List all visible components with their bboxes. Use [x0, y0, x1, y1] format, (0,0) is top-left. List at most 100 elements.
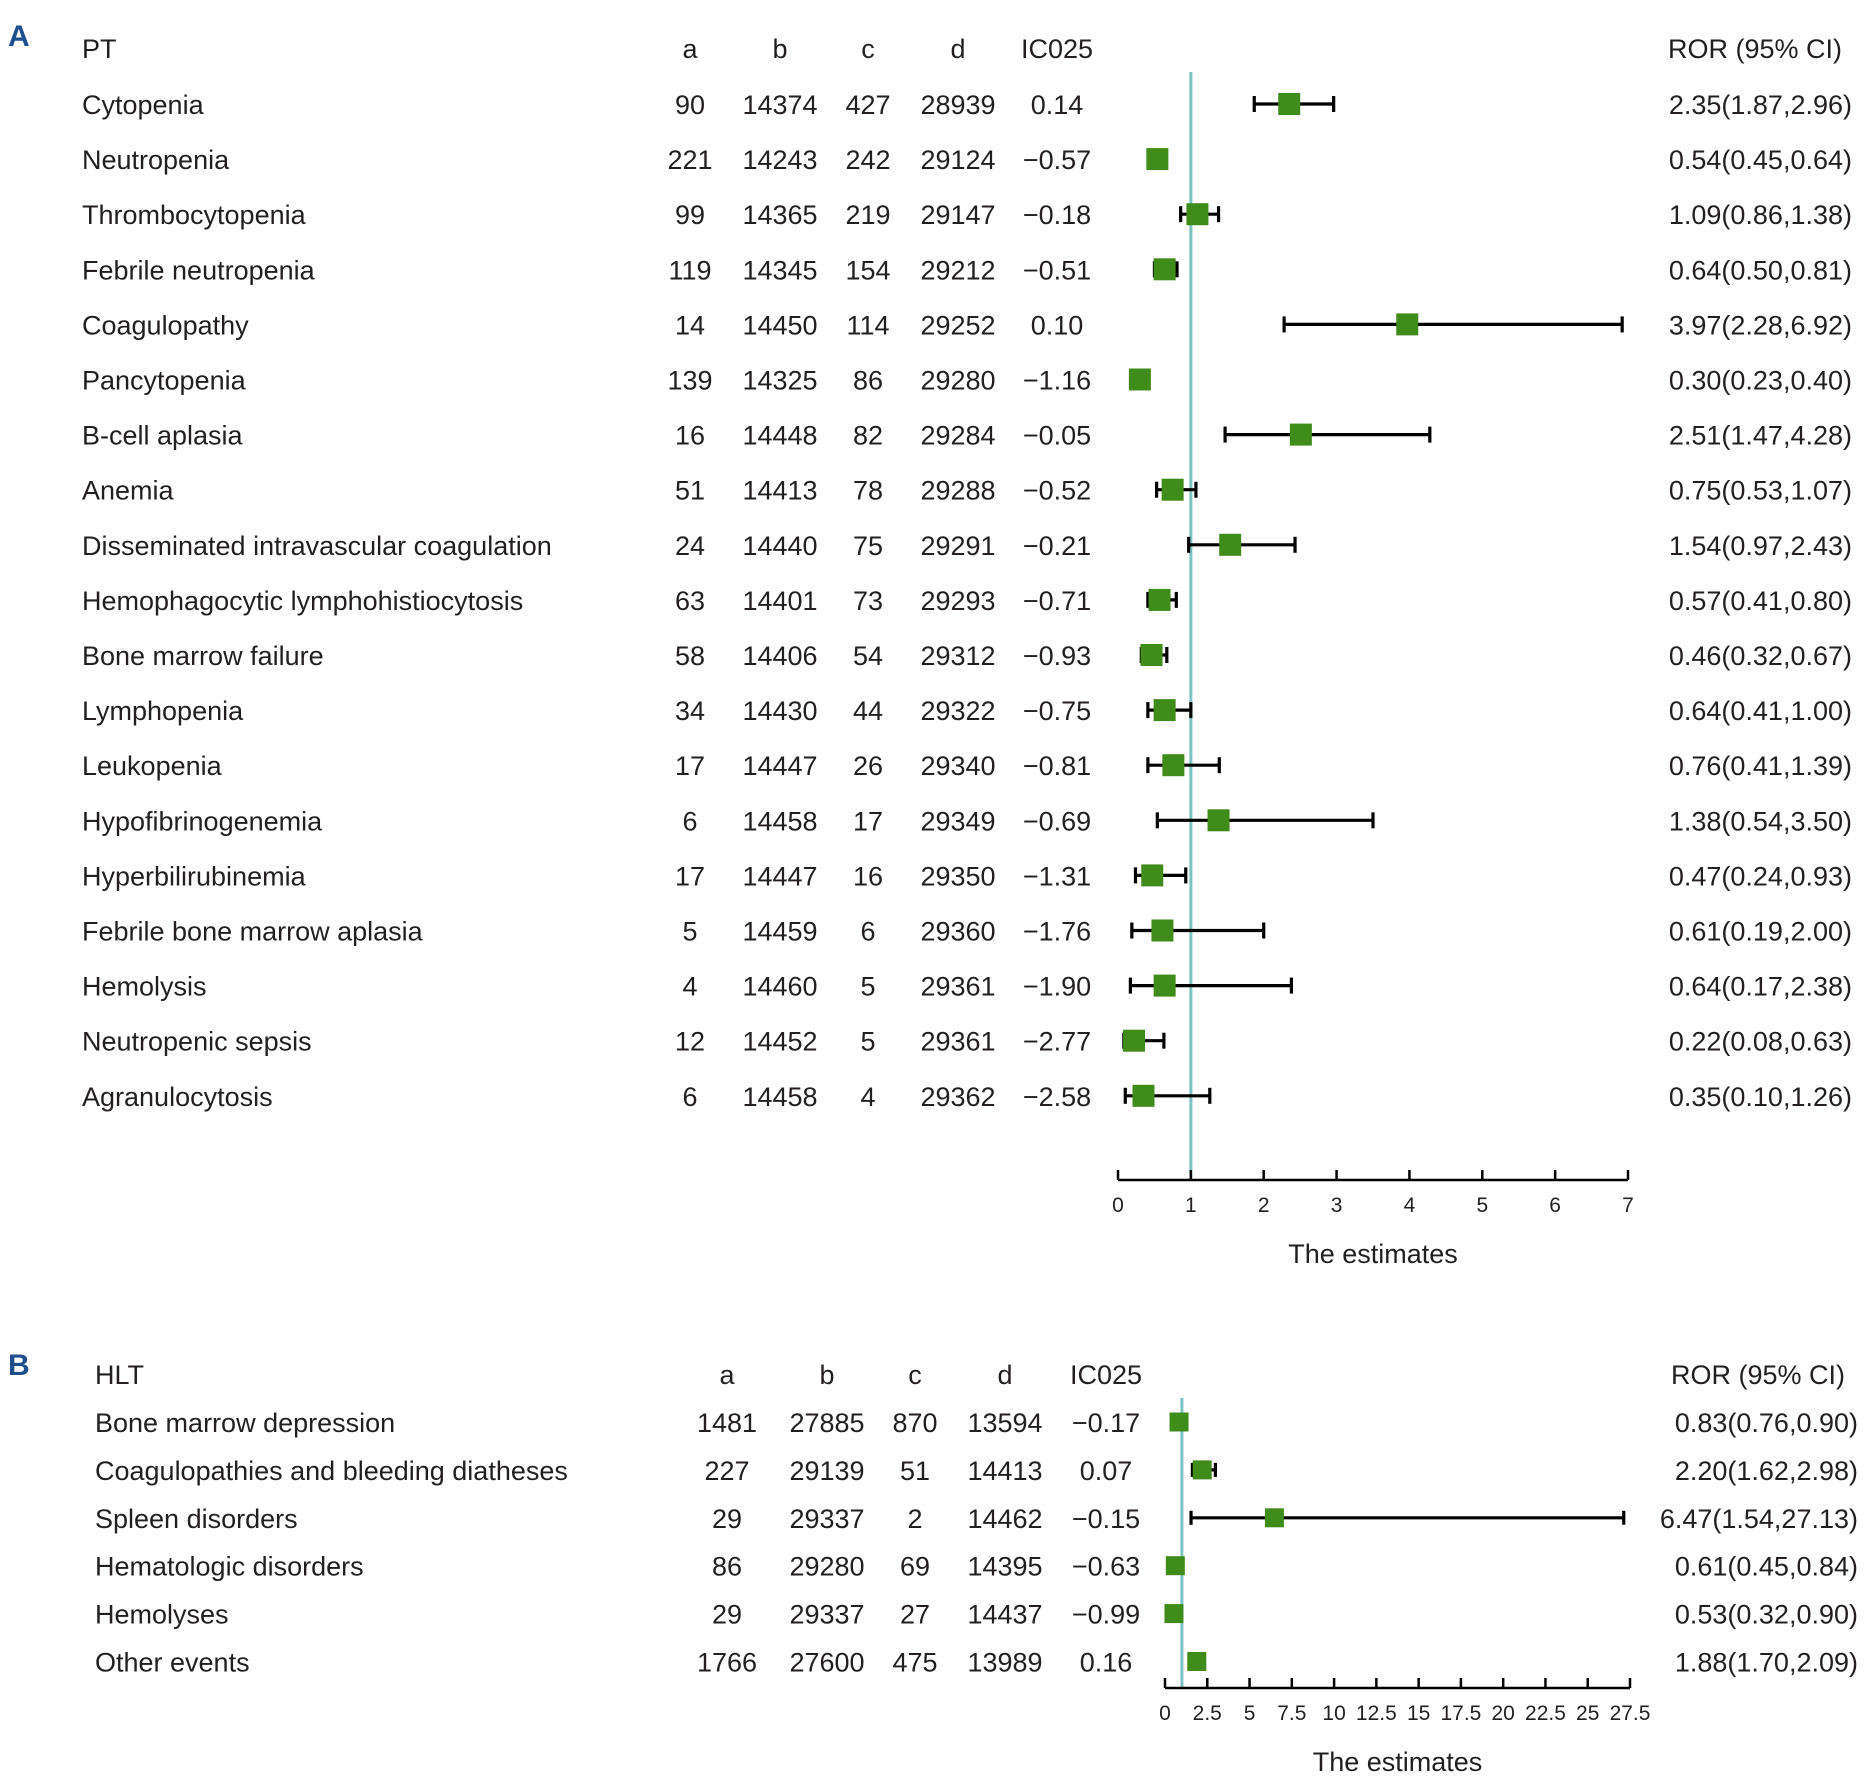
- ror-ci-label: 0.30(0.23,0.40): [1669, 366, 1852, 396]
- row-c-cell: 870: [892, 1408, 937, 1438]
- row-ic-cell: 0.07: [1080, 1456, 1133, 1486]
- x-tick-label: 0: [1112, 1194, 1124, 1217]
- point-estimate-marker: [1146, 148, 1169, 171]
- ror-ci-label: 1.88(1.70,2.09): [1675, 1648, 1858, 1678]
- point-estimate-marker: [1140, 644, 1163, 666]
- row-c-cell: 5: [860, 1027, 875, 1057]
- row-c-cell: 51: [900, 1456, 930, 1486]
- row-label-cell: Agranulocytosis: [82, 1082, 273, 1112]
- row-ic-cell: 0.10: [1031, 310, 1084, 340]
- row-d-cell: 28939: [920, 90, 995, 120]
- point-estimate-marker: [1153, 699, 1176, 722]
- row-b-cell: 29337: [789, 1600, 864, 1630]
- row-label-cell: Leukopenia: [82, 751, 223, 781]
- row-a-cell: 119: [668, 255, 711, 285]
- row-ic-cell: −0.75: [1023, 696, 1091, 726]
- point-estimate-marker: [1128, 368, 1151, 391]
- row-a-cell: 1766: [697, 1648, 757, 1678]
- ror-ci-label: 0.61(0.45,0.84): [1675, 1552, 1858, 1582]
- ror-ci-label: 0.64(0.50,0.81): [1669, 255, 1852, 285]
- row-a-cell: 227: [704, 1456, 749, 1486]
- row-ic-cell: −1.16: [1023, 366, 1091, 396]
- row-ic-cell: −1.76: [1023, 917, 1091, 947]
- x-tick-label: 3: [1331, 1194, 1343, 1217]
- row-b-cell: 14374: [742, 90, 817, 120]
- row-label-cell: Thrombocytopenia: [82, 200, 307, 230]
- row-d-cell: 29322: [920, 696, 995, 726]
- row-label-cell: B-cell aplasia: [82, 421, 244, 451]
- column-header-5: IC025: [1070, 1360, 1142, 1390]
- point-estimate-marker: [1153, 974, 1176, 997]
- row-label-cell: Hyperbilirubinemia: [82, 861, 307, 891]
- row-b-cell: 14447: [742, 751, 817, 781]
- row-a-cell: 29: [712, 1600, 742, 1630]
- row-b-cell: 27885: [789, 1408, 864, 1438]
- row-c-cell: 4: [860, 1082, 875, 1112]
- column-header-3: c: [908, 1360, 922, 1390]
- row-a-cell: 17: [675, 861, 705, 891]
- point-estimate-marker: [1192, 1460, 1212, 1480]
- point-estimate-marker: [1396, 313, 1419, 336]
- ror-ci-label: 0.76(0.41,1.39): [1669, 751, 1852, 781]
- row-label-cell: Cytopenia: [82, 90, 205, 120]
- row-a-cell: 4: [682, 972, 697, 1002]
- point-estimate-marker: [1187, 1652, 1207, 1671]
- row-c-cell: 69: [900, 1552, 930, 1582]
- ror-ci-label: 3.97(2.28,6.92): [1669, 310, 1852, 340]
- x-tick-label: 7.5: [1277, 1702, 1306, 1725]
- row-label-cell: Hypofibrinogenemia: [82, 806, 323, 836]
- x-tick-label: 25: [1576, 1702, 1599, 1725]
- ror-ci-label: 0.53(0.32,0.90): [1675, 1600, 1858, 1630]
- row-label-cell: Pancytopenia: [82, 366, 247, 396]
- row-b-cell: 14460: [742, 972, 817, 1002]
- row-label-cell: Bone marrow depression: [95, 1408, 395, 1438]
- row-c-cell: 154: [845, 255, 890, 285]
- row-d-cell: 29212: [920, 255, 995, 285]
- row-b-cell: 29280: [789, 1552, 864, 1582]
- row-c-cell: 16: [853, 861, 883, 891]
- row-c-cell: 54: [853, 641, 883, 671]
- column-header-2: b: [772, 34, 787, 64]
- row-b-cell: 14450: [742, 310, 817, 340]
- row-b-cell: 14406: [742, 641, 817, 671]
- row-d-cell: 29124: [920, 145, 995, 175]
- x-tick-label: 2: [1258, 1194, 1270, 1217]
- column-header-1: a: [682, 34, 698, 64]
- ror-ci-label: 0.54(0.45,0.64): [1669, 145, 1852, 175]
- row-ic-cell: −0.57: [1023, 145, 1091, 175]
- row-a-cell: 17: [675, 751, 705, 781]
- ror-ci-label: 6.47(1.54,27.13): [1660, 1504, 1858, 1534]
- ror-ci-label: 0.57(0.41,0.80): [1669, 586, 1852, 616]
- row-ic-cell: −0.15: [1072, 1504, 1140, 1534]
- row-b-cell: 29139: [789, 1456, 864, 1486]
- row-a-cell: 221: [667, 145, 712, 175]
- x-tick-label: 7: [1622, 1194, 1634, 1217]
- column-header-0: HLT: [95, 1360, 144, 1390]
- row-c-cell: 2: [907, 1504, 922, 1534]
- row-d-cell: 29361: [920, 972, 995, 1002]
- point-estimate-marker: [1278, 93, 1301, 115]
- row-ic-cell: 0.14: [1031, 90, 1084, 120]
- row-ic-cell: −0.52: [1023, 476, 1091, 506]
- x-tick-label: 5: [1244, 1702, 1256, 1725]
- row-d-cell: 14462: [967, 1504, 1042, 1534]
- row-a-cell: 51: [675, 476, 705, 506]
- row-d-cell: 29280: [920, 366, 995, 396]
- row-c-cell: 114: [846, 310, 889, 340]
- row-ic-cell: −0.93: [1023, 641, 1091, 671]
- row-a-cell: 99: [675, 200, 705, 230]
- ror-ci-label: 0.83(0.76,0.90): [1675, 1408, 1858, 1438]
- row-b-cell: 14430: [742, 696, 817, 726]
- ror-ci-label: 0.46(0.32,0.67): [1669, 641, 1852, 671]
- row-b-cell: 14458: [742, 806, 817, 836]
- point-estimate-marker: [1123, 1029, 1146, 1052]
- ror-ci-label: 0.75(0.53,1.07): [1669, 476, 1852, 506]
- row-c-cell: 475: [892, 1648, 937, 1678]
- column-header-5: IC025: [1021, 34, 1093, 64]
- row-c-cell: 219: [845, 200, 890, 230]
- row-c-cell: 73: [853, 586, 883, 616]
- row-a-cell: 6: [682, 1082, 697, 1112]
- row-b-cell: 14413: [742, 476, 817, 506]
- row-a-cell: 139: [667, 366, 712, 396]
- panel-label-B: B: [8, 1349, 30, 1382]
